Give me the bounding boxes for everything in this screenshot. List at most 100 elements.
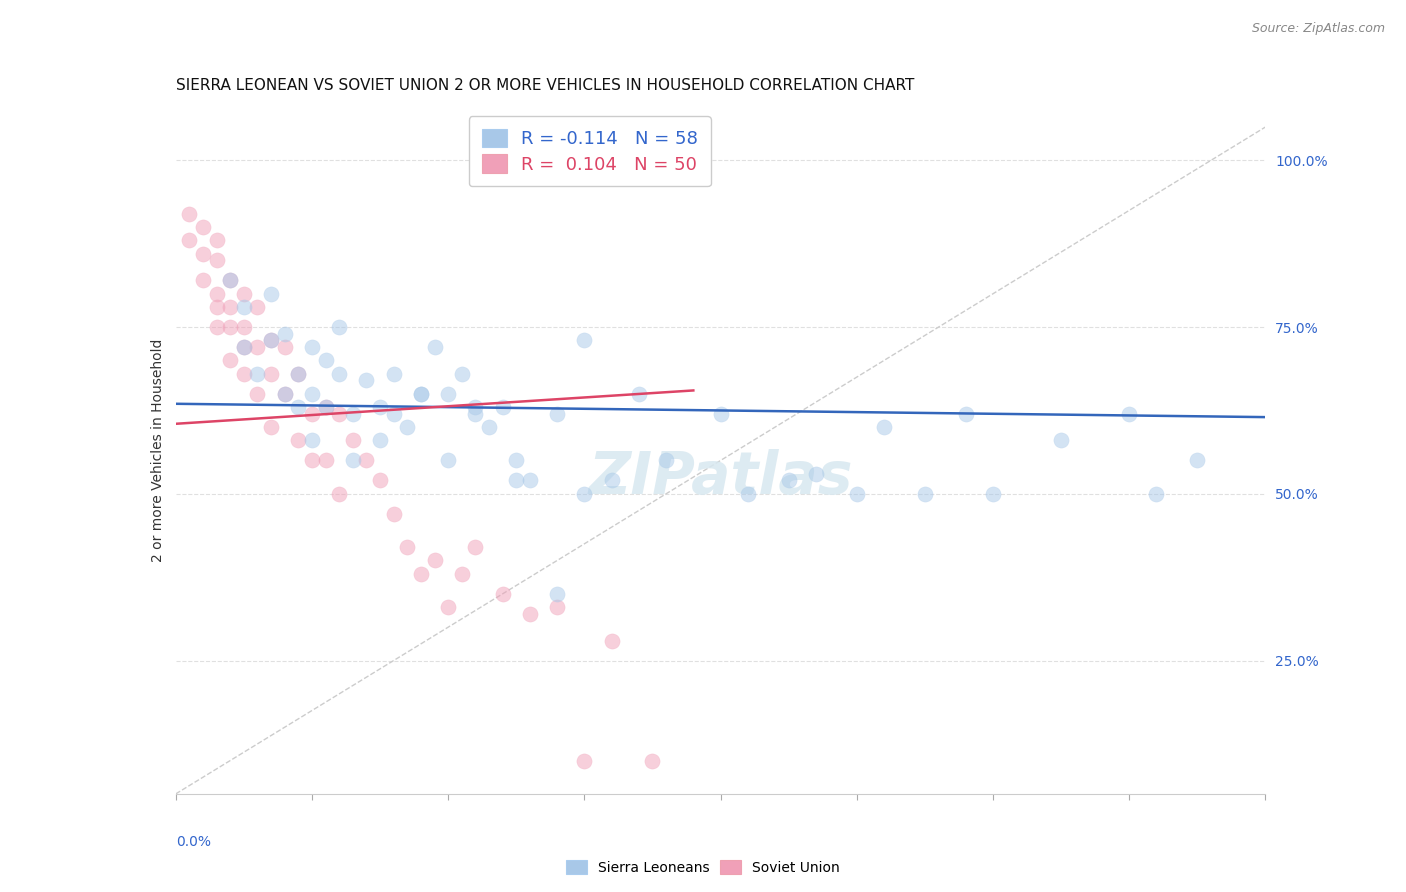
Point	[574, 334, 596, 348]
Point	[232, 340, 254, 354]
Point	[219, 300, 242, 314]
Point	[409, 386, 432, 401]
Point	[219, 353, 242, 368]
Point	[179, 234, 201, 248]
Point	[246, 340, 269, 354]
Point	[342, 453, 364, 467]
Point	[437, 600, 460, 615]
Point	[356, 374, 378, 388]
Point	[342, 407, 364, 421]
Point	[232, 367, 254, 381]
Point	[315, 400, 337, 414]
Point	[574, 754, 596, 768]
Point	[219, 320, 242, 334]
Legend: R = -0.114   N = 58, R =  0.104   N = 50: R = -0.114 N = 58, R = 0.104 N = 50	[468, 116, 711, 186]
Point	[315, 353, 337, 368]
Point	[260, 367, 283, 381]
Point	[409, 386, 432, 401]
Point	[260, 286, 283, 301]
Point	[492, 400, 515, 414]
Point	[1118, 407, 1140, 421]
Point	[955, 407, 977, 421]
Point	[627, 386, 650, 401]
Point	[478, 420, 501, 434]
Point	[914, 487, 936, 501]
Point	[981, 487, 1004, 501]
Point	[546, 407, 568, 421]
Point	[437, 386, 460, 401]
Point	[641, 754, 664, 768]
Point	[464, 407, 486, 421]
Point	[382, 507, 405, 521]
Point	[191, 246, 214, 260]
Point	[205, 320, 228, 334]
Point	[574, 487, 596, 501]
Point	[710, 407, 733, 421]
Point	[778, 474, 800, 488]
Point	[505, 453, 527, 467]
Point	[219, 273, 242, 287]
Point	[232, 320, 254, 334]
Point	[655, 453, 678, 467]
Text: ZIPatlas: ZIPatlas	[588, 450, 853, 507]
Text: Source: ZipAtlas.com: Source: ZipAtlas.com	[1251, 22, 1385, 36]
Point	[600, 474, 623, 488]
Point	[409, 566, 432, 581]
Point	[1050, 434, 1073, 448]
Point	[287, 400, 309, 414]
Point	[1187, 453, 1209, 467]
Text: SIERRA LEONEAN VS SOVIET UNION 2 OR MORE VEHICLES IN HOUSEHOLD CORRELATION CHART: SIERRA LEONEAN VS SOVIET UNION 2 OR MORE…	[176, 78, 914, 94]
Point	[287, 434, 309, 448]
Point	[450, 367, 472, 381]
Point	[600, 633, 623, 648]
Point	[315, 400, 337, 414]
Point	[274, 386, 297, 401]
Point	[396, 540, 419, 554]
Point	[328, 367, 350, 381]
Point	[368, 434, 391, 448]
Point	[274, 326, 297, 341]
Point	[191, 220, 214, 235]
Point	[219, 273, 242, 287]
Point	[328, 407, 350, 421]
Point	[437, 453, 460, 467]
Point	[368, 400, 391, 414]
Y-axis label: 2 or more Vehicles in Household: 2 or more Vehicles in Household	[150, 339, 165, 562]
Point	[368, 474, 391, 488]
Point	[246, 367, 269, 381]
Point	[382, 407, 405, 421]
Text: 0.0%: 0.0%	[176, 835, 211, 849]
Point	[873, 420, 896, 434]
Point	[205, 300, 228, 314]
Point	[464, 400, 486, 414]
Point	[301, 407, 323, 421]
Point	[301, 434, 323, 448]
Point	[342, 434, 364, 448]
Point	[191, 273, 214, 287]
Point	[274, 386, 297, 401]
Point	[464, 540, 486, 554]
Point	[315, 453, 337, 467]
Point	[260, 420, 283, 434]
Point	[382, 367, 405, 381]
Point	[396, 420, 419, 434]
Point	[546, 587, 568, 601]
Point	[205, 234, 228, 248]
Point	[505, 474, 527, 488]
Point	[301, 453, 323, 467]
Legend: Sierra Leoneans, Soviet Union: Sierra Leoneans, Soviet Union	[560, 855, 846, 880]
Point	[423, 553, 446, 567]
Point	[301, 386, 323, 401]
Point	[232, 340, 254, 354]
Point	[301, 340, 323, 354]
Point	[356, 453, 378, 467]
Point	[205, 253, 228, 268]
Point	[737, 487, 759, 501]
Point	[274, 340, 297, 354]
Point	[450, 566, 472, 581]
Point	[179, 207, 201, 221]
Point	[246, 386, 269, 401]
Point	[260, 334, 283, 348]
Point	[546, 600, 568, 615]
Point	[287, 367, 309, 381]
